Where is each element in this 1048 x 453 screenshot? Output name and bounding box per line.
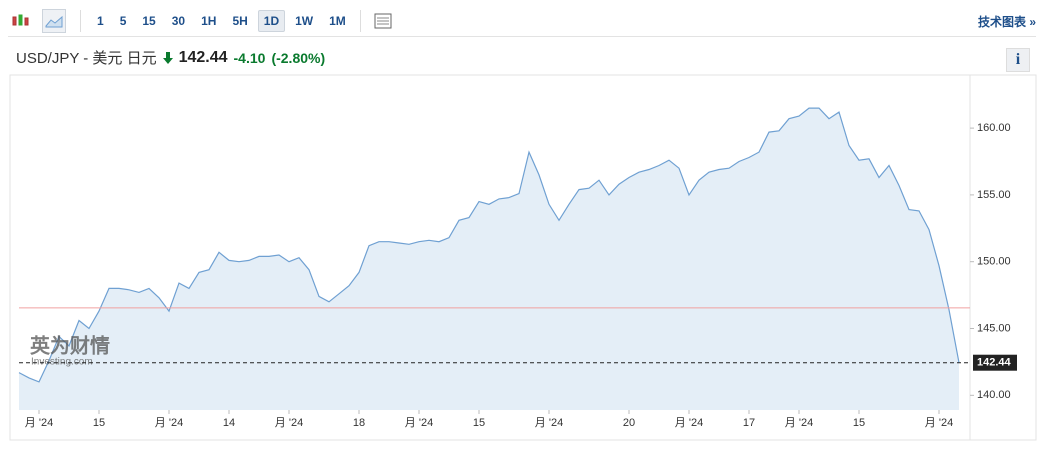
quote-header: USD/JPY - 美元 日元 142.44 -4.10 (-2.80%) [16,47,325,68]
technical-chart-link[interactable]: 技术图表 » [977,14,1036,29]
separator [359,10,361,32]
x-tick-label: 月 '24 [785,417,813,429]
x-tick-label: 月 '24 [405,417,433,429]
price-line [18,107,960,383]
watermark-site: Investing.com [31,357,93,368]
interval-button[interactable]: 15 [142,14,156,28]
y-tick-label: 160.00 [977,122,1011,134]
interval-button[interactable]: 1D [257,10,286,32]
interval-button[interactable]: 5H [232,14,248,28]
x-tick-label: 15 [93,417,105,429]
x-tick-label: 月 '24 [25,417,53,429]
separator [80,10,81,32]
interval-button[interactable]: 30 [171,14,186,28]
y-tick-label: 150.00 [977,256,1011,268]
x-tick-label: 月 '24 [275,417,303,429]
x-tick-label: 20 [623,417,635,429]
x-tick-label: 18 [353,417,365,429]
interval-button[interactable]: 1 [97,14,104,28]
chart-frame [9,74,1037,441]
y-tick-label: 155.00 [977,189,1011,201]
x-tick-label: 17 [743,417,755,429]
table-icon[interactable] [371,9,395,33]
area-fill [19,108,959,410]
price: 142.44 [178,48,228,66]
down-arrow [162,51,173,64]
interval-button[interactable]: 1W [295,14,314,28]
candles-icon[interactable] [8,9,32,33]
interval-group: 1 5 15 30 1H 5H 1D 1W 1M [91,10,356,32]
info-button[interactable]: i [1006,48,1030,72]
x-tick-label: 月 '24 [925,417,953,429]
change: -4.10 [233,49,266,66]
symbol: USD/JPY - 美元 日元 [16,50,157,67]
last-value-tag [973,354,1017,371]
x-tick-label: 月 '24 [535,417,563,429]
last-value-label: 142.44 [977,357,1012,369]
y-tick-label: 145.00 [977,322,1011,334]
area-icon[interactable] [42,9,66,33]
interval-button[interactable]: 1M [329,14,346,28]
watermark-brand: 英为财情 [30,333,110,357]
interval-button[interactable]: 5 [119,14,127,28]
x-tick-label: 14 [223,417,235,429]
y-tick-label: 140.00 [977,389,1011,401]
change-percent: (-2.80%) [271,49,326,66]
interval-button[interactable]: 1H [201,14,217,28]
toolbar: 1 5 15 30 1H 5H 1D 1W 1M 技术图表 » [8,6,1036,37]
x-tick-label: 月 '24 [155,417,183,429]
x-tick-label: 15 [473,417,485,429]
x-tick-label: 15 [853,417,865,429]
x-tick-label: 月 '24 [675,417,703,429]
